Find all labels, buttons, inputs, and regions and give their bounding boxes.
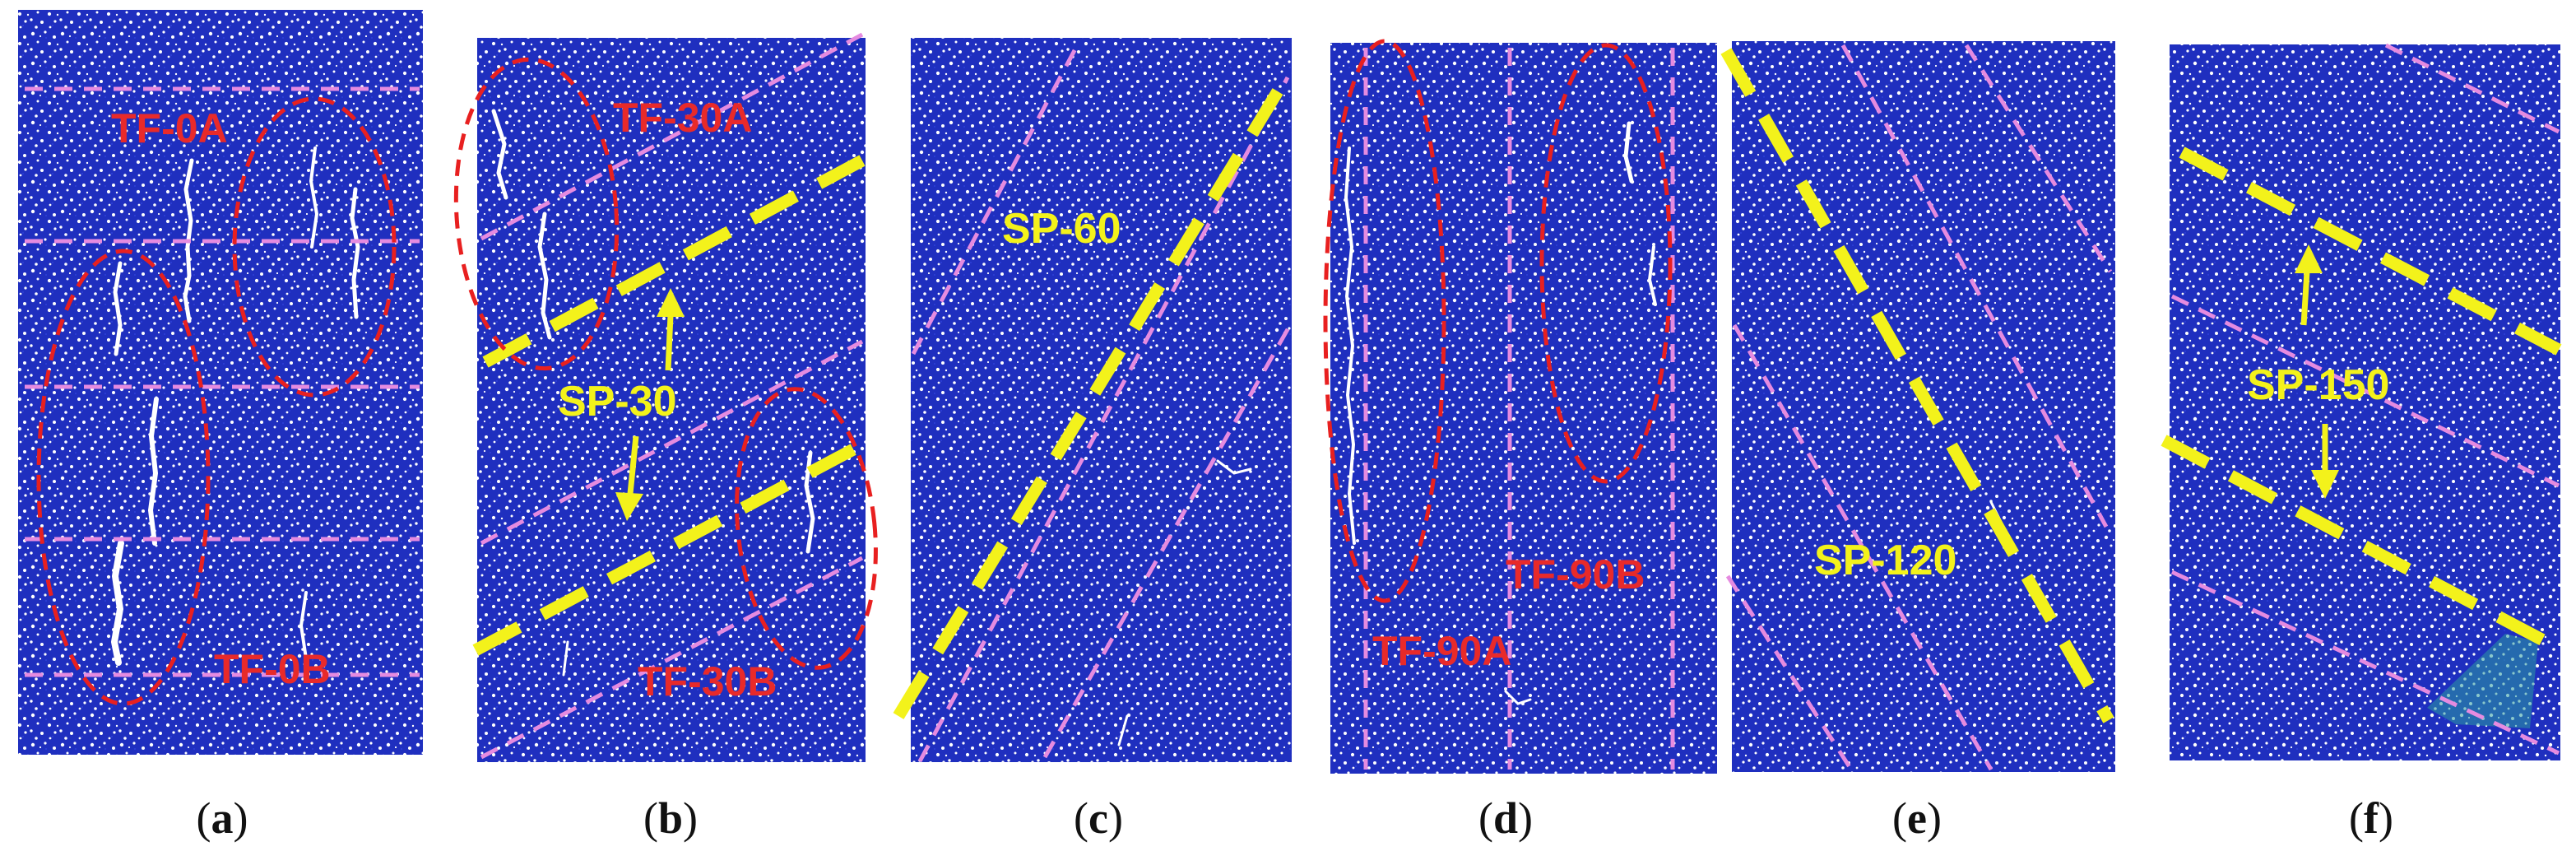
panel-b-fracture-zones — [453, 57, 878, 670]
caption-a: (a) — [197, 793, 248, 843]
panel-a-layer-boundaries — [25, 86, 420, 677]
panel-d-cracks — [1344, 121, 1657, 705]
panel-d-label-tf-90a: TF-90A — [1372, 628, 1511, 674]
panel-b-specimen — [477, 38, 866, 762]
panel-e-layer-boundaries — [1725, 44, 2113, 771]
caption-f: (f) — [2349, 793, 2393, 843]
panel-e-label-sp-120: SP-120 — [1814, 537, 1956, 584]
panel-a: TF-0A TF-0B — [18, 10, 423, 755]
panel-a-cracks — [110, 146, 360, 666]
panel-d-label-tf-90b: TF-90B — [1506, 551, 1645, 598]
panel-e-shear-planes — [1720, 48, 2114, 723]
panel-f: SP-150 — [2161, 43, 2562, 760]
panel-c: SP-60 — [893, 38, 1295, 763]
captions: (a) (b) (c) (d) (e) (f) — [197, 793, 2393, 843]
caption-d: (d) — [1478, 793, 1533, 843]
panel-c-specimen — [911, 38, 1292, 762]
panel-b-layer-boundaries — [480, 32, 864, 760]
panel-f-label-sp-150: SP-150 — [2247, 361, 2389, 409]
panel-f-layer-boundaries — [2170, 43, 2560, 756]
panel-c-shear-planes — [893, 69, 1295, 719]
panel-b-label-sp-30: SP-30 — [558, 378, 677, 426]
panel-a-specimen — [18, 10, 423, 755]
panel-b-label-tf-30b: TF-30B — [638, 658, 777, 705]
panel-a-fracture-zones — [36, 96, 397, 706]
panel-c-label-sp-60: SP-60 — [1002, 205, 1121, 253]
panel-b-arrows — [615, 288, 685, 521]
panel-b: TF-30A SP-30 TF-30B — [453, 32, 878, 762]
panel-d-fracture-zones — [1323, 39, 1673, 603]
caption-e: (e) — [1892, 793, 1942, 843]
panel-a-label-tf-0a: TF-0A — [111, 105, 228, 151]
panel-f-specimen — [2170, 44, 2560, 760]
panel-c-layer-boundaries — [911, 40, 1293, 763]
panel-d-layer-boundaries — [1363, 48, 1675, 770]
panel-e: SP-120 — [1720, 41, 2115, 772]
caption-b: (b) — [643, 793, 698, 843]
panel-a-label-tf-0b: TF-0B — [214, 646, 331, 692]
panel-b-label-tf-30a: TF-30A — [613, 95, 752, 141]
caption-c: (c) — [1074, 793, 1123, 843]
panel-d: TF-90A TF-90B — [1323, 39, 1717, 774]
panel-f-arrows — [2295, 244, 2339, 499]
panel-c-cracks — [1117, 459, 1252, 746]
